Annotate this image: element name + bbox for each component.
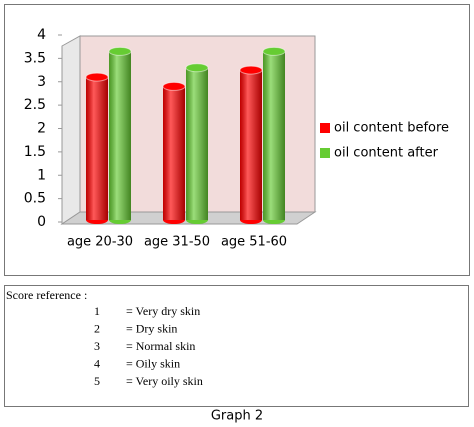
reference-label: = Very oily skin: [126, 374, 203, 388]
legend-swatch: [320, 123, 330, 133]
y-tick-label: 0.5: [24, 191, 46, 207]
reference-box: [4, 285, 469, 407]
reference-title: Score reference :: [6, 288, 87, 302]
bar-top: [85, 72, 109, 82]
reference-score: 2: [94, 321, 100, 335]
bar-top: [262, 46, 286, 56]
x-tick-label: age 31-50: [144, 235, 210, 250]
reference-label: = Very dry skin: [126, 304, 200, 318]
bar-top: [239, 65, 263, 75]
reference-label: = Oily skin: [126, 356, 180, 370]
bar-shade: [240, 70, 262, 220]
bar-shade: [263, 51, 285, 220]
side-wall: [61, 35, 81, 225]
y-tick-label: 2: [37, 121, 46, 137]
reference-label: = Normal skin: [126, 339, 195, 353]
caption: Graph 2: [211, 409, 263, 424]
bar-top: [108, 46, 132, 56]
y-tick-label: 0: [37, 214, 46, 230]
y-tick-label: 4: [37, 27, 46, 43]
x-tick-label: age 20-30: [67, 235, 133, 250]
y-tick-label: 2.5: [24, 97, 46, 113]
legend-swatch: [320, 148, 330, 158]
reference-score: 4: [94, 356, 100, 370]
bar-top: [162, 81, 186, 91]
reference-score: 3: [94, 339, 100, 353]
bar-shade: [86, 77, 108, 220]
legend-label: oil content before: [334, 121, 449, 136]
y-tick-label: 1.5: [24, 144, 46, 160]
reference-label: = Dry skin: [126, 321, 177, 335]
y-tick-label: 3: [37, 74, 46, 90]
bar-shade: [163, 86, 185, 220]
x-tick-label: age 51-60: [221, 235, 287, 250]
reference-score: 5: [94, 374, 100, 388]
bar-top: [185, 63, 209, 73]
legend-label: oil content after: [334, 146, 439, 161]
y-tick-label: 3.5: [24, 50, 46, 66]
bar-shade: [186, 67, 208, 220]
reference-score: 1: [94, 304, 100, 318]
bar-shade: [109, 51, 131, 220]
y-tick-label: 1: [37, 167, 46, 183]
